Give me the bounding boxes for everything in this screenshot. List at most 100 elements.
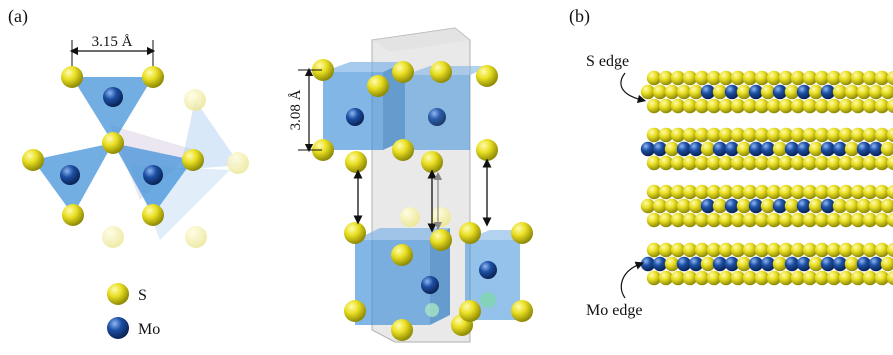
sulfur-atom [670, 242, 686, 258]
molybdenum-atom [652, 256, 668, 272]
sulfur-atom [736, 141, 752, 157]
sulfur-atom [844, 141, 860, 157]
sulfur-atom [658, 184, 674, 200]
sulfur-atom [772, 256, 788, 272]
molybdenum-atom [712, 141, 728, 157]
sulfur-atom [850, 127, 866, 143]
sulfur-atom [766, 70, 782, 86]
sulfur-atom [802, 184, 818, 200]
sulfur-atom [862, 70, 878, 86]
sulfur-atom [706, 98, 722, 114]
molybdenum-atom [676, 141, 692, 157]
legend-sulfur-swatch [107, 283, 129, 305]
sulfur-atom [754, 155, 770, 171]
sulfur-atom [670, 212, 686, 228]
sulfur-atom [742, 184, 758, 200]
sulfur-atom [778, 127, 794, 143]
molybdenum-atom [700, 84, 716, 100]
sulfur-atom [826, 70, 842, 86]
sulfur-atom [694, 127, 710, 143]
sulfur-atom [826, 270, 842, 286]
molybdenum-atom [784, 256, 800, 272]
layer-height-dimension: 3.08 Å [288, 67, 322, 153]
sulfur-atom [670, 270, 686, 286]
sulfur-atom [760, 84, 776, 100]
sulfur-atom [784, 84, 800, 100]
sulfur-atom [808, 198, 824, 214]
sulfur-atom [826, 184, 842, 200]
sulfur-atom [730, 242, 746, 258]
sulfur-atom [736, 198, 752, 214]
sulfur-atom [790, 212, 806, 228]
molybdenum-atom [832, 141, 848, 157]
molybdenum-atom [724, 256, 740, 272]
molybdenum-atom [820, 256, 836, 272]
sulfur-atom [718, 270, 734, 286]
sulfur-atom [706, 212, 722, 228]
lattice-dimension-label: 3.15 Å [92, 34, 133, 50]
sulfur-atom [658, 242, 674, 258]
sulfur-atom [790, 127, 806, 143]
sulfur-atom [706, 127, 722, 143]
sulfur-atom [718, 98, 734, 114]
molybdenum-atom [820, 141, 836, 157]
sulfur-atom [850, 242, 866, 258]
top-view-lattice [22, 66, 249, 248]
sulfur-atom [652, 84, 668, 100]
sulfur-atom [658, 270, 674, 286]
sulfur-atom [862, 212, 878, 228]
molybdenum-atom [748, 198, 764, 214]
sulfur-atom [832, 198, 848, 214]
sulfur-atom [700, 141, 716, 157]
sulfur-atom [880, 141, 893, 157]
sulfur-atom [790, 242, 806, 258]
sulfur-atom [868, 198, 884, 214]
sulfur-atom [694, 212, 710, 228]
sulfur-atom [658, 127, 674, 143]
molybdenum-atom [820, 198, 836, 214]
sulfur-atom [802, 242, 818, 258]
sulfur-atom [778, 242, 794, 258]
mo-edge-label: Mo edge [586, 302, 642, 319]
sulfur-atom [862, 270, 878, 286]
s-edge-label: S edge [586, 53, 629, 70]
molybdenum-atom [760, 256, 776, 272]
sulfur-atom [670, 184, 686, 200]
sulfur-atom [844, 84, 860, 100]
sulfur-atom [856, 198, 872, 214]
sulfur-atom [640, 198, 656, 214]
sulfur-atom [754, 242, 770, 258]
sulfur-atom [664, 141, 680, 157]
molybdenum-atom [676, 256, 692, 272]
sulfur-atom [754, 127, 770, 143]
sulfur-atom [646, 212, 662, 228]
sulfur-atom [754, 212, 770, 228]
sulfur-atom [688, 198, 704, 214]
sulfur-atom [838, 127, 854, 143]
sulfur-atom [742, 70, 758, 86]
sulfur-atom [730, 270, 746, 286]
sulfur-atom [682, 212, 698, 228]
sulfur-atom [802, 98, 818, 114]
molybdenum-atom [796, 84, 812, 100]
sulfur-atom [682, 155, 698, 171]
sulfur-atom [730, 98, 746, 114]
sulfur-atom [814, 127, 830, 143]
sulfur-atom [664, 84, 680, 100]
sulfur-atom [880, 198, 893, 214]
sulfur-atom [802, 212, 818, 228]
sulfur-atom [790, 98, 806, 114]
sulfur-atom [664, 198, 680, 214]
sulfur-atom [784, 198, 800, 214]
molybdenum-atom [688, 256, 704, 272]
sulfur-atom [694, 155, 710, 171]
sulfur-atom [670, 70, 686, 86]
sulfur-atom [874, 98, 890, 114]
sulfur-atom [766, 242, 782, 258]
molybdenum-atom [712, 256, 728, 272]
sulfur-atom [808, 141, 824, 157]
sulfur-atom [718, 155, 734, 171]
molybdenum-atom [796, 198, 812, 214]
edge-slab-stack [640, 70, 893, 286]
sulfur-atom [778, 184, 794, 200]
